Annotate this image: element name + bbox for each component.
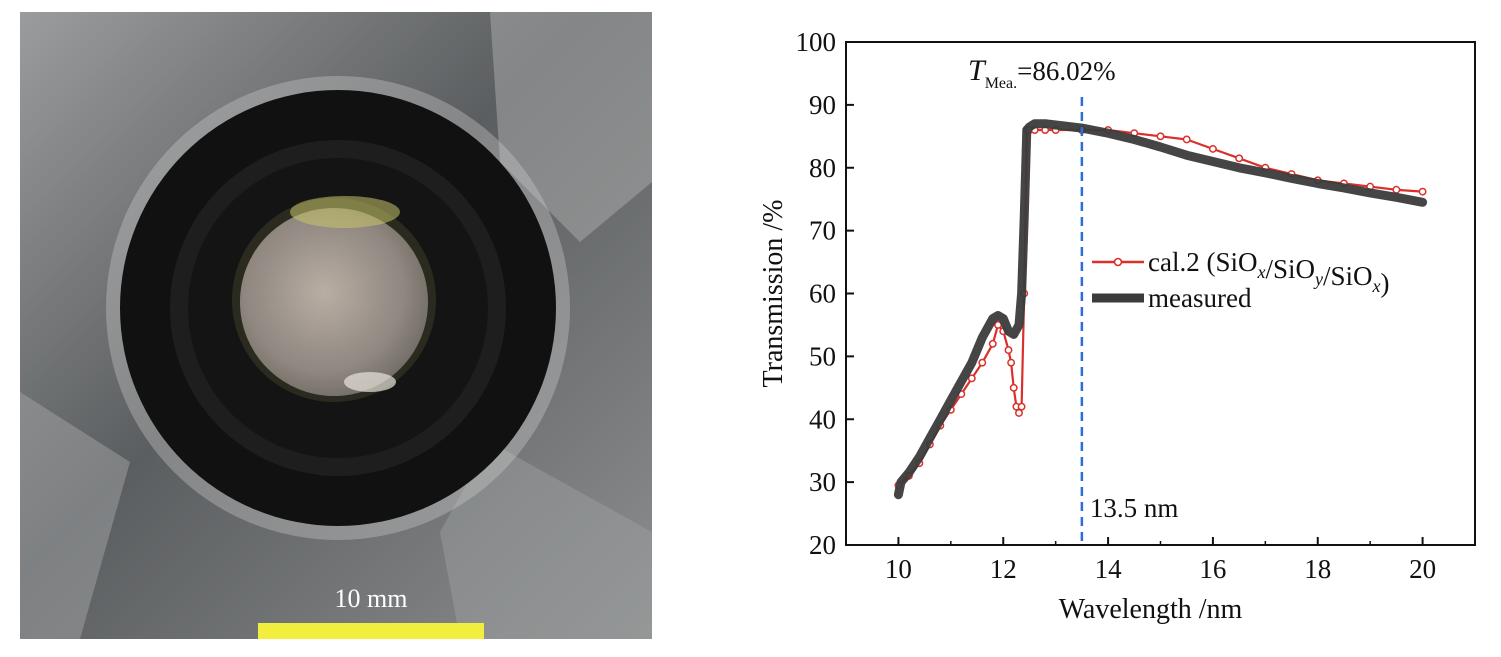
series-group bbox=[893, 119, 1428, 500]
y-tick-label: 20 bbox=[809, 530, 836, 560]
x-tick-label: 14 bbox=[1095, 554, 1123, 584]
transmission-chart: Wavelength /nm Transmission /% 10 12 14 16 18… bbox=[700, 0, 1501, 657]
annotations: 13.5 nm TMea.=86.02% bbox=[968, 54, 1178, 545]
y-tick-label: 40 bbox=[809, 404, 836, 434]
window-reflection bbox=[290, 196, 400, 228]
legend-label-cal2: cal.2 (SiOx/SiOy/SiOx) bbox=[1148, 247, 1390, 298]
legend-text: cal.2 (SiO bbox=[1148, 247, 1257, 277]
series-point-cal2 bbox=[1208, 144, 1217, 153]
x-tick-label: 18 bbox=[1304, 554, 1331, 584]
series-point-cal2 bbox=[1418, 187, 1427, 196]
reference-line-label: 13.5 nm bbox=[1090, 493, 1179, 523]
series-line-measured bbox=[893, 119, 1428, 500]
legend-text: measured bbox=[1148, 283, 1252, 313]
ticks: 10 12 14 16 18 20 20 30 40 50 60 70 80 90 100 bbox=[796, 27, 1476, 584]
chart-svg: Wavelength /nm Transmission /% 10 12 14 16 18… bbox=[758, 27, 1476, 625]
x-tick-label: 10 bbox=[885, 554, 912, 584]
legend-text: /SiO bbox=[1265, 254, 1315, 284]
x-tick-label: 16 bbox=[1199, 554, 1226, 584]
series-point-cal2 bbox=[978, 358, 987, 367]
filter-window bbox=[240, 208, 428, 396]
y-tick-label: 70 bbox=[809, 216, 836, 246]
x-tick-label: 12 bbox=[990, 554, 1017, 584]
window-highlight bbox=[344, 372, 396, 392]
y-axis-title: Transmission /% bbox=[758, 199, 789, 387]
t-value: =86.02% bbox=[1017, 56, 1115, 86]
series-point-cal2 bbox=[967, 374, 976, 383]
plate-ridge-left bbox=[20, 392, 130, 639]
legend-subscript: x bbox=[1372, 276, 1381, 296]
measured-transmission-label: TMea.=86.02% bbox=[968, 54, 1116, 92]
y-tick-label: 80 bbox=[809, 153, 836, 183]
series-point-cal2 bbox=[1004, 346, 1013, 355]
series-point-cal2 bbox=[988, 339, 997, 348]
series-point-cal2 bbox=[1007, 358, 1016, 367]
legend-text: ) bbox=[1381, 268, 1390, 298]
series-point-cal2 bbox=[1156, 132, 1165, 141]
y-tick-label: 30 bbox=[809, 467, 836, 497]
scale-bar bbox=[258, 623, 484, 639]
t-symbol: T bbox=[968, 54, 987, 87]
sample-photo-drawing bbox=[20, 12, 652, 639]
legend-text: /SiO bbox=[1323, 261, 1373, 291]
y-tick-label: 100 bbox=[796, 27, 837, 57]
axes: Wavelength /nm Transmission /% bbox=[758, 41, 1476, 625]
sample-photo: 10 mm bbox=[20, 12, 652, 639]
legend-subscript: x bbox=[1256, 262, 1265, 282]
series-point-cal2 bbox=[1392, 185, 1401, 194]
x-axis-title: Wavelength /nm bbox=[1059, 594, 1243, 625]
x-tick-label: 20 bbox=[1409, 554, 1436, 584]
y-tick-label: 60 bbox=[809, 279, 836, 309]
series-point-cal2 bbox=[1017, 402, 1026, 411]
y-tick-label: 50 bbox=[809, 341, 836, 371]
series-point-cal2 bbox=[1009, 383, 1018, 392]
legend: cal.2 (SiOx/SiOy/SiOx)measured bbox=[1092, 247, 1390, 313]
legend-subscript: y bbox=[1313, 269, 1323, 289]
series-point-cal2 bbox=[1015, 409, 1023, 417]
plate-ridge-right bbox=[440, 442, 652, 639]
plate-ridge-top bbox=[490, 12, 652, 242]
legend-label-measured: measured bbox=[1148, 283, 1252, 313]
t-subscript: Mea. bbox=[985, 75, 1017, 92]
y-tick-label: 90 bbox=[809, 90, 836, 120]
series-point-cal2 bbox=[1182, 135, 1191, 144]
legend-marker-cal2 bbox=[1113, 257, 1123, 267]
series-point-cal2 bbox=[1235, 154, 1244, 163]
scale-bar-label: 10 mm bbox=[334, 584, 408, 613]
